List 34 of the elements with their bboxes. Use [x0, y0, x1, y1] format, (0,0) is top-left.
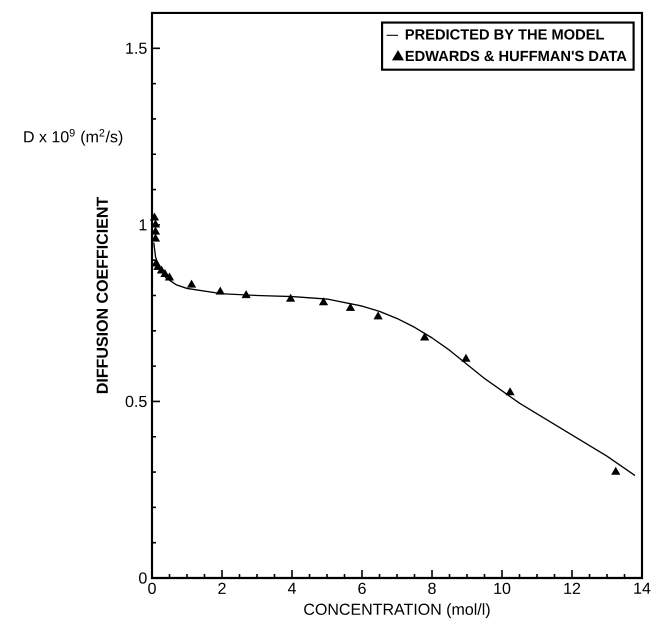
point	[151, 226, 160, 235]
x-tick-label: 6	[358, 582, 366, 594]
y-tick-label: 0	[139, 572, 147, 584]
point	[462, 354, 470, 362]
point	[165, 272, 174, 281]
x-tick-label: 10	[494, 582, 510, 594]
point	[374, 312, 383, 320]
y-tick-label: 1.5	[126, 42, 147, 54]
y-axis-title: DIFFUSION COEFFICIENT	[96, 197, 108, 394]
y-tick-label: 1	[140, 219, 147, 230]
point	[319, 297, 328, 306]
x-tick-label: 2	[218, 582, 226, 594]
point	[216, 286, 225, 295]
x-tick-label: 14	[634, 582, 650, 594]
x-tick-label: 4	[288, 582, 296, 594]
point	[160, 269, 170, 277]
point	[506, 388, 514, 396]
y-tick-label: 0.5	[126, 396, 147, 408]
point	[151, 220, 160, 228]
point	[286, 294, 296, 302]
x-tick-label: 8	[428, 582, 436, 594]
x-axis-title: CONCENTRATION (mol/l)	[304, 603, 490, 618]
legend-label: EDWARDS & HUFFMAN'S DATA	[406, 50, 627, 62]
legend-label: PREDICTED BY THE MODEL	[406, 29, 604, 40]
point	[242, 290, 251, 298]
point	[346, 303, 355, 311]
text: D x 10$^{9}$ (m$^{2}$/s)	[24, 129, 122, 146]
point	[150, 212, 159, 220]
point	[187, 280, 196, 288]
point	[151, 234, 160, 242]
point	[420, 332, 430, 341]
x-tick-label: 12	[564, 582, 580, 594]
point	[611, 466, 620, 475]
x-tick-label: 0	[148, 582, 156, 594]
